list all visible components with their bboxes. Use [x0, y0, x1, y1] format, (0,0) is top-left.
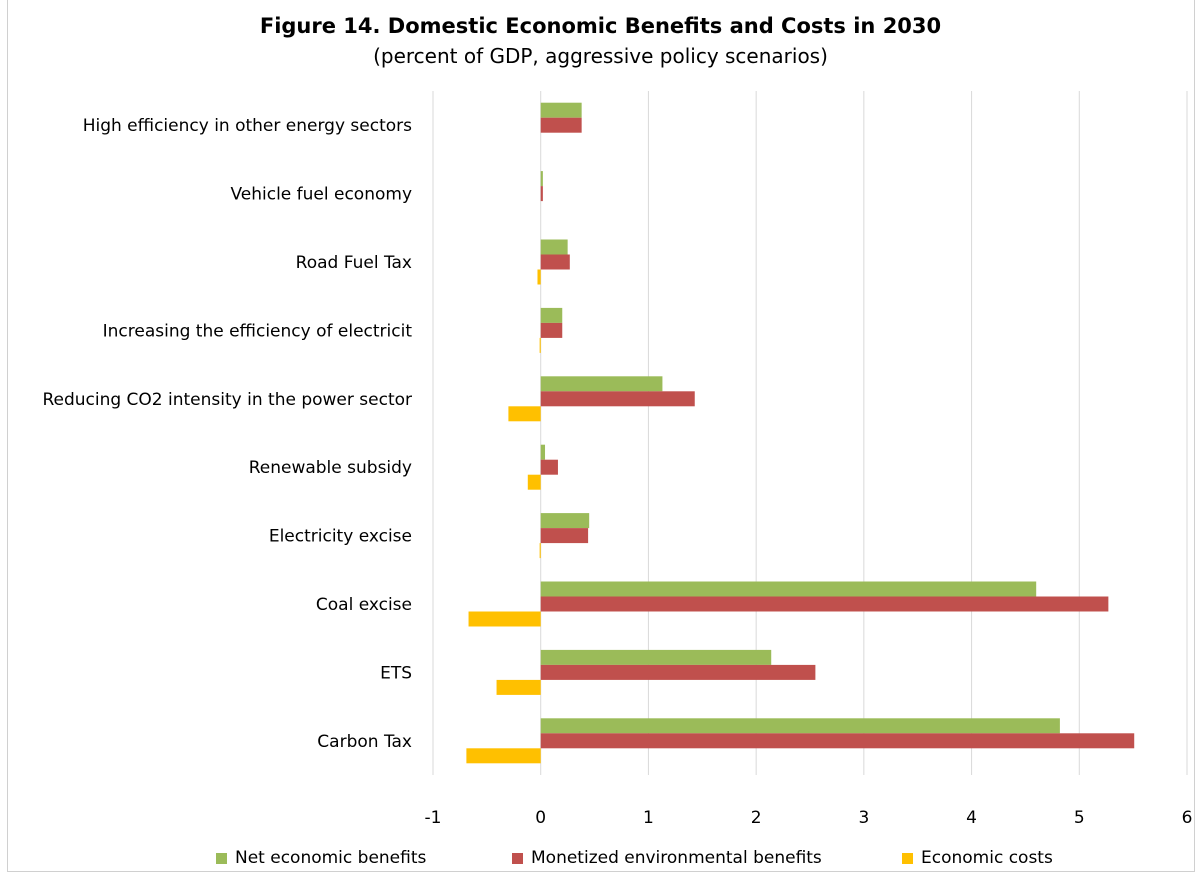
legend-swatch-economic-costs — [902, 852, 913, 864]
bar-net-economic-benefits-coal-excise — [540, 581, 1037, 597]
bar-net-economic-benefits-increasing-the-efficiency-of-electricit — [540, 307, 563, 323]
legend: Net economic benefits Monetized environm… — [0, 848, 1201, 872]
category-label-electricity-excise: Electricity excise — [269, 527, 412, 547]
bar-economic-costs-ets — [496, 679, 541, 695]
bar-economic-costs-road-fuel-tax — [537, 269, 541, 285]
legend-swatch-net-economic-benefits — [216, 852, 227, 864]
chart-title: Figure 14. Domestic Economic Benefits an… — [259, 14, 942, 38]
bar-economic-costs-carbon-tax — [466, 748, 541, 764]
bar-monetized-environmental-benefits-high-efficiency-in-other-energy-sectors — [540, 117, 582, 133]
x-tick-label: 6 — [1182, 808, 1193, 828]
bar-net-economic-benefits-vehicle-fuel-economy — [540, 171, 543, 187]
bar-net-economic-benefits-reducing-co2-intensity-in-the-power-sector — [540, 376, 663, 392]
x-tick-label: 5 — [1074, 808, 1085, 828]
legend-item-monetized-environmental-benefits: Monetized environmental benefits — [512, 848, 822, 868]
legend-label-monetized-environmental-benefits: Monetized environmental benefits — [531, 848, 822, 868]
bar-net-economic-benefits-high-efficiency-in-other-energy-sectors — [540, 102, 582, 118]
bar-net-economic-benefits-renewable-subsidy — [540, 444, 546, 460]
bar-economic-costs-electricity-excise — [539, 543, 541, 559]
category-label-reducing-co2-intensity-in-the-power-sector: Reducing CO2 intensity in the power sect… — [42, 390, 412, 410]
x-tick-label: 4 — [966, 808, 977, 828]
bar-net-economic-benefits-ets — [540, 649, 772, 665]
bar-net-economic-benefits-road-fuel-tax — [540, 239, 568, 255]
x-tick-label: 1 — [643, 808, 654, 828]
category-label-road-fuel-tax: Road Fuel Tax — [296, 253, 412, 273]
bar-net-economic-benefits-electricity-excise — [540, 513, 590, 529]
legend-label-net-economic-benefits: Net economic benefits — [235, 848, 427, 868]
category-label-high-efficiency-in-other-energy-sectors: High efficiency in other energy sectors — [83, 116, 412, 136]
bar-economic-costs-reducing-co2-intensity-in-the-power-sector — [508, 406, 541, 422]
legend-item-economic-costs: Economic costs — [902, 848, 1053, 868]
category-label-renewable-subsidy: Renewable subsidy — [249, 458, 412, 478]
bar-monetized-environmental-benefits-carbon-tax — [540, 733, 1135, 749]
bar-monetized-environmental-benefits-renewable-subsidy — [540, 459, 558, 475]
bar-monetized-environmental-benefits-electricity-excise — [540, 528, 589, 544]
bar-monetized-environmental-benefits-reducing-co2-intensity-in-the-power-sector — [540, 391, 695, 407]
x-tick-label: 0 — [535, 808, 546, 828]
x-tick-label: -1 — [425, 808, 442, 828]
bar-economic-costs-increasing-the-efficiency-of-electricit — [539, 337, 541, 353]
category-label-carbon-tax: Carbon Tax — [317, 732, 412, 752]
bar-monetized-environmental-benefits-vehicle-fuel-economy — [540, 186, 543, 202]
legend-swatch-monetized-environmental-benefits — [512, 852, 523, 864]
bar-monetized-environmental-benefits-ets — [540, 664, 816, 680]
category-label-vehicle-fuel-economy: Vehicle fuel economy — [230, 185, 412, 205]
bar-monetized-environmental-benefits-coal-excise — [540, 596, 1109, 612]
category-label-increasing-the-efficiency-of-electricit: Increasing the efficiency of electricit — [103, 321, 413, 341]
bar-monetized-environmental-benefits-increasing-the-efficiency-of-electricit — [540, 322, 563, 338]
bar-monetized-environmental-benefits-road-fuel-tax — [540, 254, 570, 270]
category-label-ets: ETS — [380, 663, 412, 683]
bar-net-economic-benefits-carbon-tax — [540, 718, 1060, 734]
bar-economic-costs-renewable-subsidy — [527, 474, 541, 490]
category-label-coal-excise: Coal excise — [316, 595, 412, 615]
legend-item-net-economic-benefits: Net economic benefits — [216, 848, 426, 868]
bar-economic-costs-coal-excise — [468, 611, 541, 627]
x-tick-label: 2 — [751, 808, 762, 828]
x-tick-label: 3 — [858, 808, 869, 828]
legend-label-economic-costs: Economic costs — [921, 848, 1053, 868]
chart-subtitle: (percent of GDP, aggressive policy scena… — [373, 44, 828, 68]
